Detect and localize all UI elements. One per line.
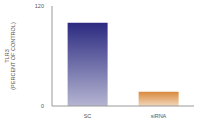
svg-text:siRNA: siRNA [151,113,167,119]
svg-text:SC: SC [84,113,92,119]
svg-text:0: 0 [41,103,44,109]
svg-text:120: 120 [35,3,44,9]
html-text:TLR3: TLR3 [3,49,10,63]
svg-text:TLR3(PERCENT OF CONTROL): TLR3(PERCENT OF CONTROL) [8,22,16,90]
